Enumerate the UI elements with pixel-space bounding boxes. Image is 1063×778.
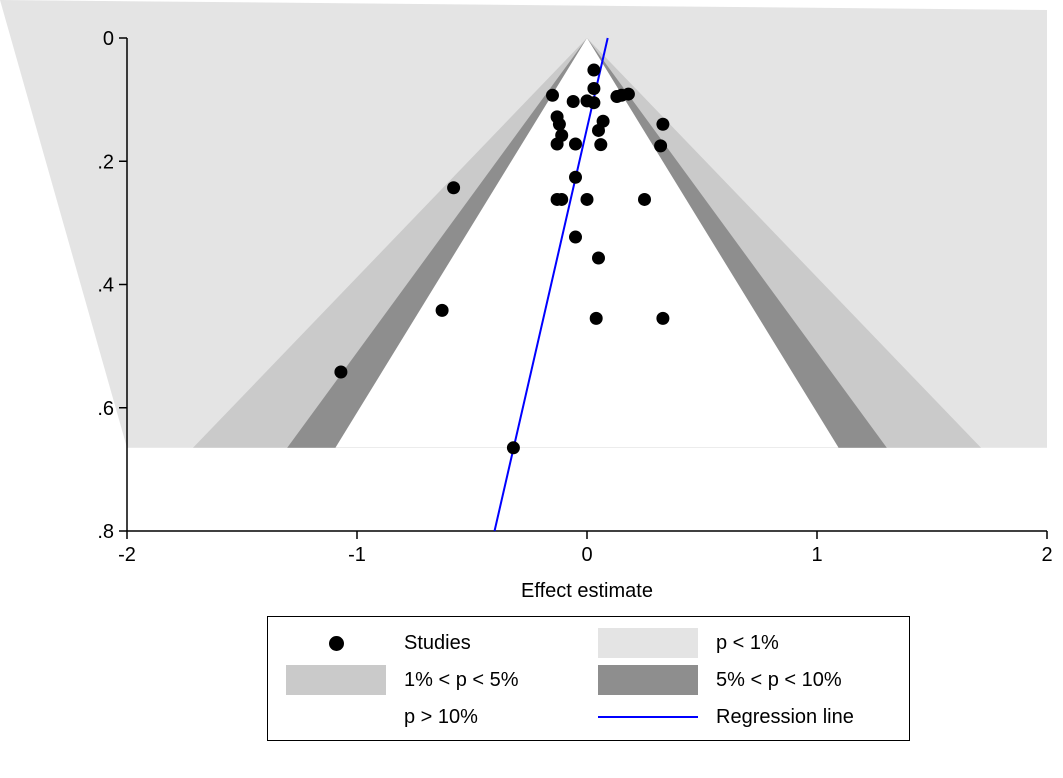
studies-marker-icon: [328, 635, 344, 651]
study-point: [569, 230, 582, 244]
legend-label-p1: p < 1%: [716, 631, 779, 654]
axes: -2 -1 0 1 2 0 .2 .4 .6 .8: [97, 28, 1052, 566]
study-point: [610, 90, 624, 104]
y-tick-label: .8: [97, 521, 114, 543]
legend-item-p5-10: 5% < p < 10%: [598, 664, 842, 696]
legend: Studies p < 1% 1% < p < 5% 5% < p < 10% …: [267, 616, 910, 741]
study-point: [546, 88, 559, 102]
contour-regions: [0, 0, 1047, 448]
study-point: [569, 170, 582, 184]
regression-line-icon: [598, 716, 698, 718]
funnel-plot: -2 -1 0 1 2 0 .2 .4 .6 .8 Effect estimate: [0, 0, 1053, 602]
study-point: [555, 192, 569, 206]
x-tick-label: 1: [811, 544, 822, 566]
study-point: [566, 94, 580, 108]
legend-label-p1-5: 1% < p < 5%: [404, 668, 519, 691]
x-tick-label: -2: [118, 544, 136, 566]
study-point: [654, 139, 668, 153]
study-point: [587, 82, 601, 96]
y-tick-label: .6: [97, 398, 114, 420]
legend-item-p1: p < 1%: [598, 627, 779, 659]
y-tick-label: 0: [103, 28, 114, 50]
x-tick-label: -1: [348, 544, 366, 566]
study-point: [552, 117, 566, 131]
study-point: [592, 251, 605, 265]
study-point: [506, 441, 520, 455]
x-axis-title: Effect estimate: [521, 580, 653, 602]
legend-label-p5-10: 5% < p < 10%: [716, 668, 842, 691]
study-point: [594, 138, 608, 152]
study-point: [656, 311, 670, 325]
p5-10-swatch-icon: [598, 665, 698, 695]
study-point: [592, 123, 605, 137]
p10-swatch-icon: [286, 702, 386, 732]
study-point: [569, 137, 582, 151]
legend-label-studies: Studies: [404, 631, 471, 654]
study-point: [589, 311, 603, 325]
p1-5-swatch-icon: [286, 665, 386, 695]
legend-item-studies: Studies: [286, 627, 471, 659]
x-tick-label: 2: [1041, 544, 1052, 566]
study-point: [638, 192, 651, 206]
study-point: [334, 365, 348, 379]
legend-item-regression: Regression line: [598, 701, 854, 733]
legend-item-p10: p > 10%: [286, 701, 478, 733]
contour-region-3: [335, 38, 839, 448]
legend-item-p1-5: 1% < p < 5%: [286, 664, 519, 696]
x-tick-label: 0: [581, 544, 592, 566]
y-tick-label: .2: [97, 151, 114, 173]
study-point: [587, 96, 601, 110]
legend-label-p10: p > 10%: [404, 705, 478, 728]
study-point: [656, 117, 670, 131]
study-points: [334, 63, 670, 455]
study-point: [435, 303, 449, 317]
study-point: [621, 87, 635, 101]
study-point: [580, 192, 594, 206]
legend-label-regression: Regression line: [716, 705, 854, 728]
study-point: [587, 63, 601, 77]
y-tick-label: .4: [97, 275, 114, 297]
study-point: [550, 137, 564, 151]
p1-swatch-icon: [598, 628, 698, 658]
study-point: [447, 181, 461, 195]
